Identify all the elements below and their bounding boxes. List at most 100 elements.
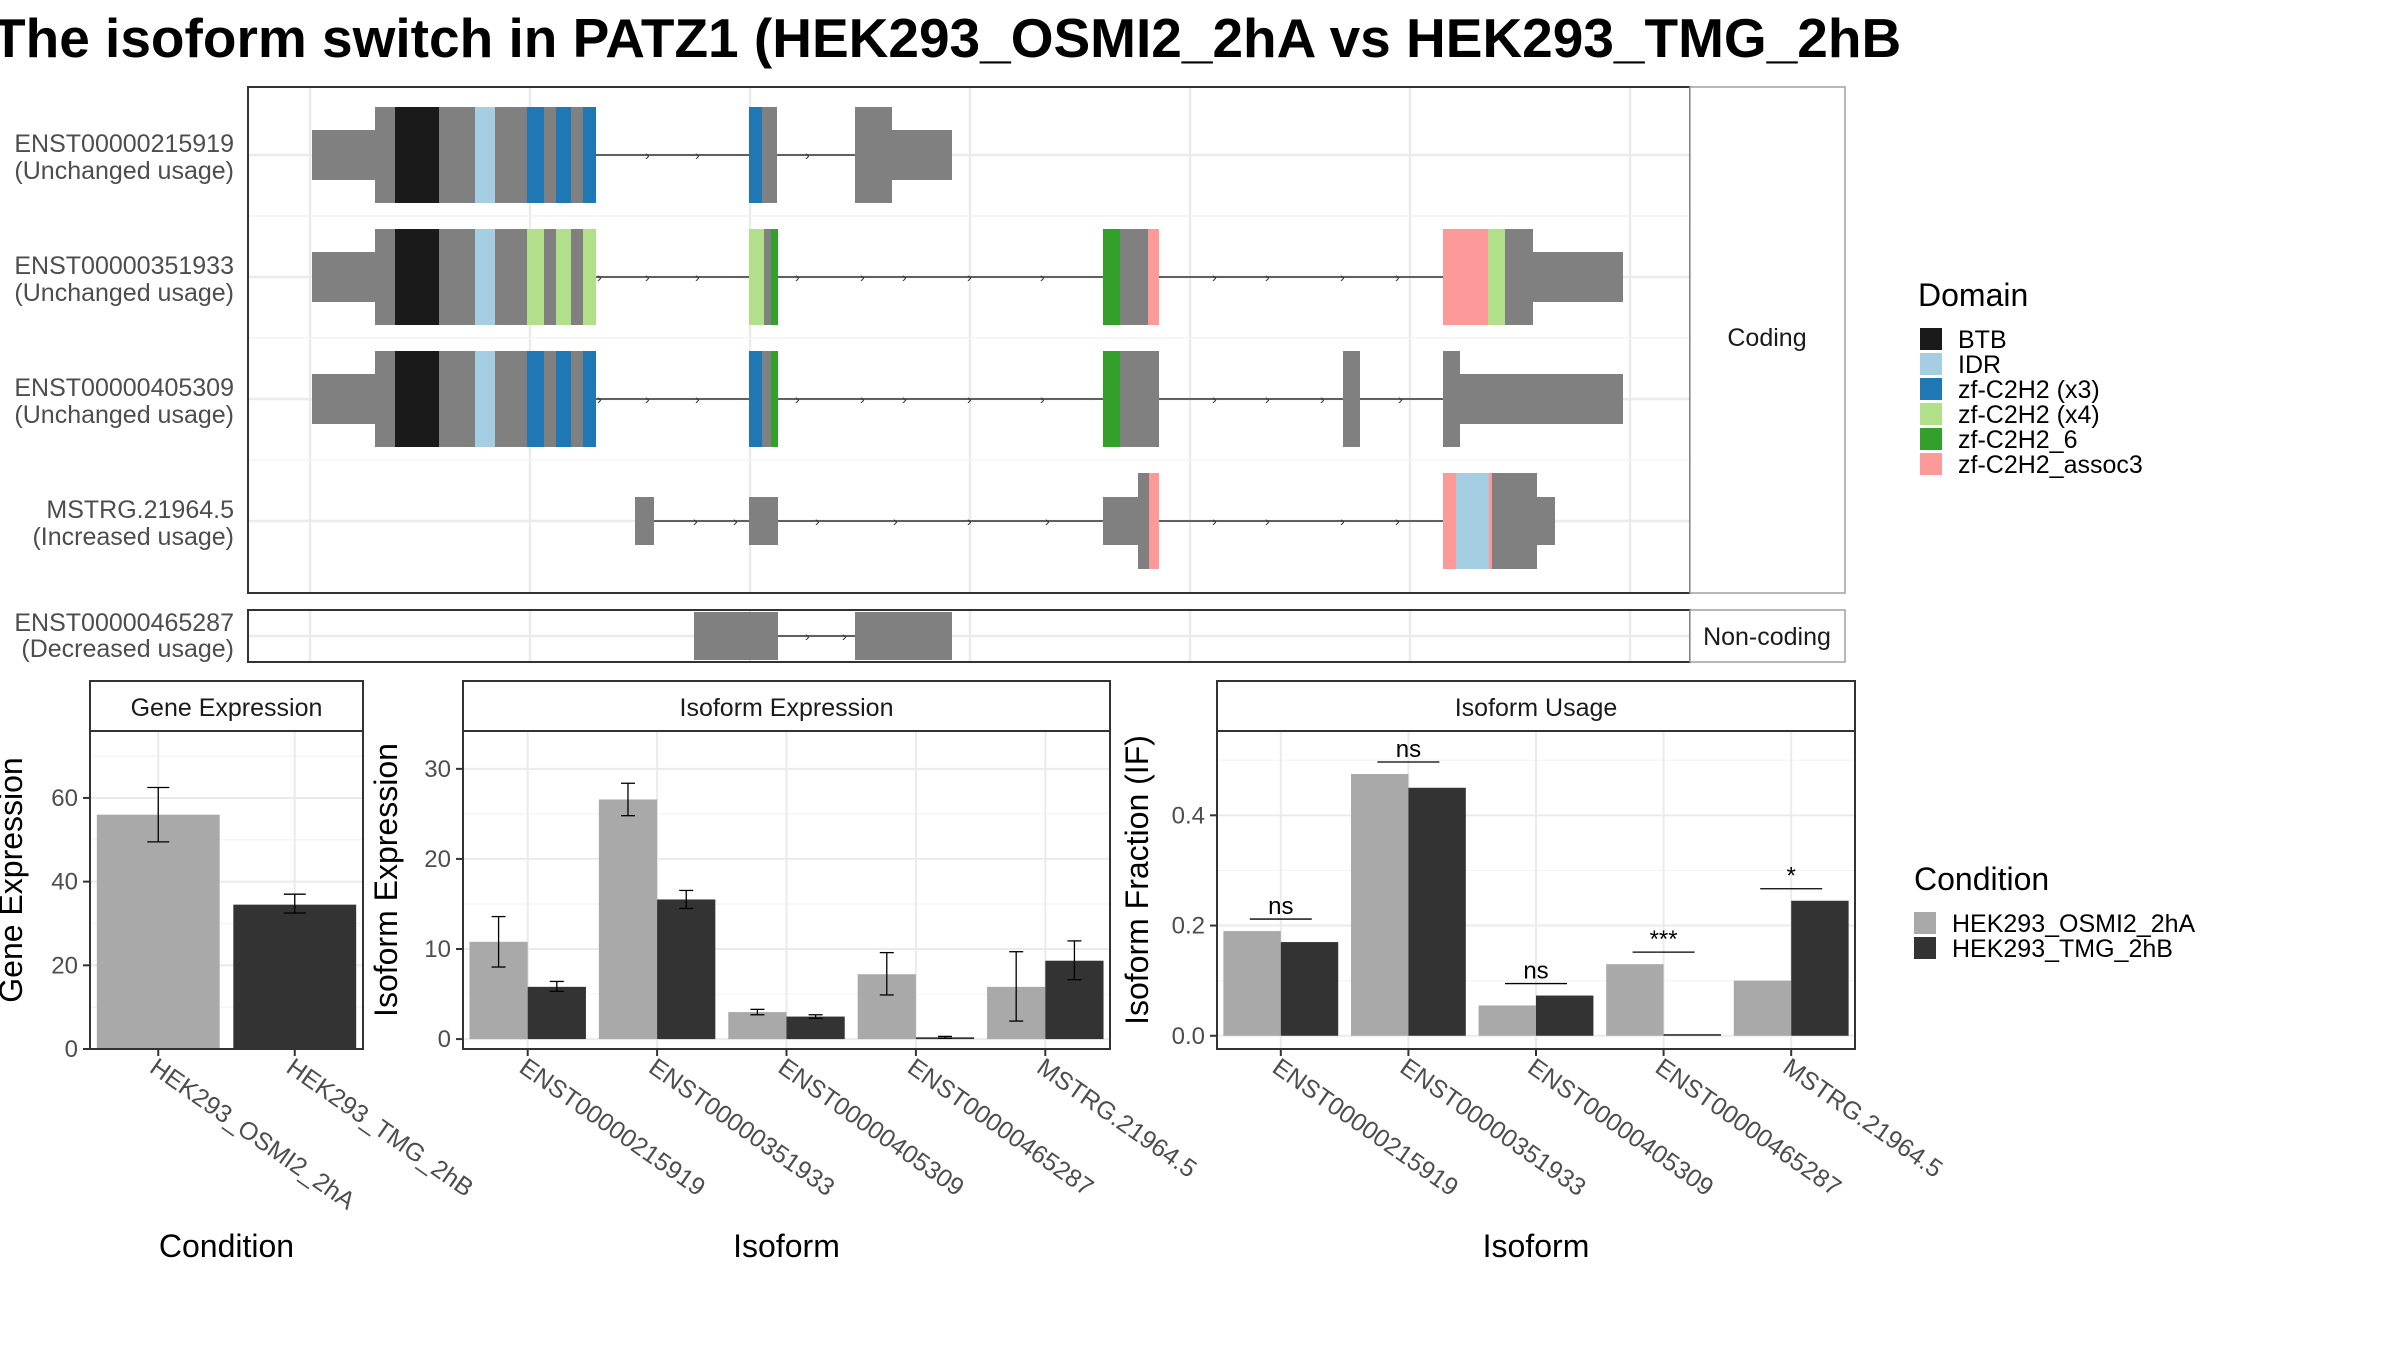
bar — [1606, 964, 1664, 1036]
bar — [1223, 931, 1281, 1036]
svg-text:›: › — [1395, 513, 1400, 529]
bar — [1408, 787, 1466, 1036]
svg-text:›: › — [693, 513, 698, 529]
significance-label: ns — [1268, 893, 1293, 920]
bar — [1791, 900, 1849, 1036]
svg-text:›: › — [1398, 391, 1403, 407]
legend-key-btb — [1920, 328, 1942, 350]
bar — [96, 814, 220, 1049]
svg-text:›: › — [902, 391, 907, 407]
svg-text:›: › — [645, 147, 650, 163]
svg-text:›: › — [695, 269, 700, 285]
transcript-row-3: › › › › › › › › › › › › — [312, 351, 1623, 447]
bar-charts: Gene Expression0204060HEK293_OSMI2_2hAHE… — [0, 680, 1947, 1264]
isoform-id-label: ENST00000405309 — [14, 374, 234, 402]
bar — [1663, 1034, 1722, 1036]
domain-legend: Domain BTB IDR zf-C2H2 (x3) zf-C2H2 (x4)… — [1918, 277, 2143, 479]
panel-title: Gene Expression — [131, 694, 323, 722]
panel-title: Isoform Expression — [680, 694, 894, 722]
y-tick-label: 0 — [438, 1026, 451, 1053]
bar — [657, 899, 716, 1040]
transcript-row-1: › › › — [312, 107, 952, 203]
isoform-usage-label: (Unchanged usage) — [14, 157, 234, 185]
bar — [233, 904, 357, 1049]
svg-text:›: › — [795, 391, 800, 407]
svg-text:›: › — [645, 391, 650, 407]
y-tick-label: 20 — [424, 846, 451, 873]
legend-key-zf-x4 — [1920, 403, 1942, 425]
legend-label: BTB — [1958, 326, 2007, 354]
svg-text:›: › — [860, 391, 865, 407]
noncoding-row-labels: ENST00000465287 (Decreased usage) — [14, 609, 234, 663]
y-tick-label: 0.0 — [1172, 1023, 1205, 1050]
domain-legend-title: Domain — [1918, 277, 2028, 313]
legend-key-cond1 — [1914, 912, 1936, 934]
y-tick-label: 10 — [424, 936, 451, 963]
isoform-id-label: ENST00000215919 — [14, 130, 234, 158]
svg-text:›: › — [1395, 269, 1400, 285]
condition-legend-title: Condition — [1914, 861, 2049, 897]
isoform-usage-label: (Increased usage) — [32, 523, 234, 551]
panel-strip — [1216, 680, 1856, 732]
bar — [598, 799, 658, 1040]
svg-text:›: › — [1045, 513, 1050, 529]
panel-strip — [89, 680, 364, 732]
svg-text:›: › — [1340, 269, 1345, 285]
legend-label: IDR — [1958, 351, 2001, 379]
structure-coding-panel: › › › › — [247, 86, 1846, 594]
x-axis-title: Isoform — [1483, 1228, 1590, 1264]
bar — [1536, 995, 1594, 1036]
isoform-id-label: MSTRG.21964.5 — [46, 496, 234, 524]
bar — [1733, 980, 1792, 1036]
svg-text:›: › — [695, 391, 700, 407]
condition-legend: Condition HEK293_OSMI2_2hA HEK293_TMG_2h… — [1914, 861, 2196, 963]
coding-row-labels: ENST00000215919 (Unchanged usage) ENST00… — [14, 130, 234, 551]
bar — [1350, 773, 1409, 1036]
significance-label: *** — [1650, 926, 1678, 953]
svg-text:›: › — [1265, 513, 1270, 529]
svg-text:›: › — [815, 513, 820, 529]
structure-noncoding-panel: › › Non-coding — [247, 609, 1846, 663]
y-tick-label: 60 — [51, 785, 78, 812]
isoform-usage-label: (Decreased usage) — [21, 635, 234, 663]
isoform-id-label: ENST00000351933 — [14, 252, 234, 280]
legend-label: zf-C2H2 (x3) — [1958, 376, 2100, 404]
svg-text:›: › — [967, 391, 972, 407]
bar — [527, 986, 586, 1040]
panel-title: Isoform Usage — [1455, 694, 1618, 722]
significance-label: ns — [1523, 958, 1548, 985]
svg-text:›: › — [805, 628, 810, 644]
legend-key-zf-x3 — [1920, 378, 1942, 400]
svg-text:›: › — [597, 269, 602, 285]
y-axis-title: Gene Expression — [0, 757, 29, 1002]
svg-text:›: › — [1040, 269, 1045, 285]
svg-text:›: › — [1212, 513, 1217, 529]
svg-text:›: › — [597, 391, 602, 407]
y-tick-label: 30 — [424, 756, 451, 783]
noncoding-strip-label: Non-coding — [1703, 623, 1831, 651]
svg-text:›: › — [695, 147, 700, 163]
significance-label: * — [1787, 863, 1796, 890]
chart-panel-1: Gene Expression0204060HEK293_OSMI2_2hAHE… — [0, 680, 478, 1264]
legend-key-zf-assoc3 — [1920, 453, 1942, 475]
svg-text:›: › — [1212, 269, 1217, 285]
svg-text:›: › — [1212, 391, 1217, 407]
legend-label: zf-C2H2 (x4) — [1958, 401, 2100, 429]
svg-text:›: › — [902, 269, 907, 285]
chart-panel-2: Isoform Expression0102030ENST00000215919… — [368, 680, 1202, 1264]
svg-text:›: › — [795, 269, 800, 285]
transcript-row-4: › › › › › › › › › › — [635, 473, 1555, 569]
svg-text:›: › — [805, 147, 810, 163]
svg-text:›: › — [733, 513, 738, 529]
y-tick-label: 0.4 — [1172, 802, 1205, 829]
y-tick-label: 0.2 — [1172, 913, 1205, 940]
bar — [1478, 1005, 1536, 1036]
svg-text:›: › — [1040, 391, 1045, 407]
svg-text:›: › — [1320, 391, 1325, 407]
isoform-usage-label: (Unchanged usage) — [14, 401, 234, 429]
y-axis-title: Isoform Expression — [368, 743, 404, 1017]
y-axis-title: Isoform Fraction (IF) — [1119, 735, 1155, 1025]
svg-text:›: › — [967, 269, 972, 285]
coding-strip-label: Coding — [1727, 324, 1806, 352]
